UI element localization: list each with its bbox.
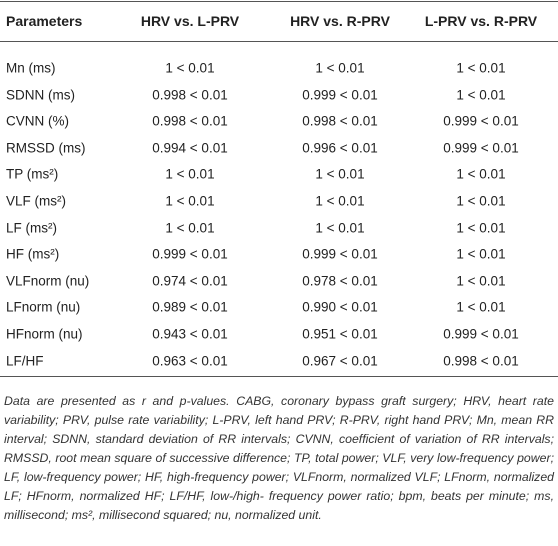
value-cell: 1 < 0.01 — [315, 220, 365, 236]
rule-top — [0, 1, 558, 2]
value-cell: 0.999 < 0.01 — [302, 87, 378, 103]
parameter-cell: TP (ms²) — [6, 166, 59, 182]
value-cell: 1 < 0.01 — [456, 87, 506, 103]
value-cell: 0.998 < 0.01 — [152, 87, 228, 103]
value-cell: 0.999 < 0.01 — [443, 140, 519, 156]
value-cell: 0.999 < 0.01 — [302, 246, 378, 262]
parameter-cell: LFnorm (nu) — [6, 299, 81, 315]
value-cell: 0.989 < 0.01 — [152, 299, 228, 315]
header-cell: L-PRV vs. R-PRV — [424, 13, 538, 29]
parameter-cell: VLF (ms²) — [6, 193, 66, 209]
value-cell: 1 < 0.01 — [456, 220, 506, 236]
value-cell: 1 < 0.01 — [456, 193, 506, 209]
parameter-cell: HFnorm (nu) — [6, 326, 83, 342]
rule-bottom — [0, 376, 558, 377]
value-cell: 0.990 < 0.01 — [302, 299, 378, 315]
value-cell: 1 < 0.01 — [456, 273, 506, 289]
value-cell: 0.978 < 0.01 — [302, 273, 378, 289]
value-cell: 1 < 0.01 — [456, 299, 506, 315]
value-cell: 1 < 0.01 — [315, 193, 365, 209]
value-cell: 0.994 < 0.01 — [152, 140, 228, 156]
value-cell: 0.998 < 0.01 — [152, 113, 228, 129]
value-cell: 1 < 0.01 — [315, 166, 365, 182]
parameter-cell: SDNN (ms) — [6, 87, 75, 103]
value-cell: 0.951 < 0.01 — [302, 326, 378, 342]
value-cell: 1 < 0.01 — [315, 60, 365, 76]
parameter-cell: RMSSD (ms) — [6, 140, 86, 156]
value-cell: 1 < 0.01 — [165, 166, 215, 182]
value-cell: 0.998 < 0.01 — [443, 353, 519, 369]
parameter-cell: LF/HF — [6, 353, 44, 369]
header-cell: Parameters — [6, 13, 83, 29]
value-cell: 1 < 0.01 — [456, 60, 506, 76]
value-cell: 0.999 < 0.01 — [443, 113, 519, 129]
value-cell: 1 < 0.01 — [165, 193, 215, 209]
parameter-cell: Mn (ms) — [6, 60, 56, 76]
parameter-cell: VLFnorm (nu) — [6, 273, 90, 289]
value-cell: 0.999 < 0.01 — [152, 246, 228, 262]
value-cell: 0.967 < 0.01 — [302, 353, 378, 369]
value-cell: 0.996 < 0.01 — [302, 140, 378, 156]
value-cell: 1 < 0.01 — [456, 246, 506, 262]
value-cell: 1 < 0.01 — [165, 60, 215, 76]
header-cell: HRV vs. R-PRV — [290, 13, 390, 29]
value-cell: 0.974 < 0.01 — [152, 273, 228, 289]
value-cell: 0.943 < 0.01 — [152, 326, 228, 342]
parameter-cell: HF (ms²) — [6, 246, 60, 262]
value-cell: 1 < 0.01 — [456, 166, 506, 182]
parameter-cell: CVNN (%) — [6, 113, 69, 129]
header-cell: HRV vs. L-PRV — [140, 13, 240, 29]
value-cell: 0.998 < 0.01 — [302, 113, 378, 129]
rule-header — [0, 41, 558, 42]
parameter-cell: LF (ms²) — [6, 220, 57, 236]
value-cell: 0.999 < 0.01 — [443, 326, 519, 342]
value-cell: 0.963 < 0.01 — [152, 353, 228, 369]
value-cell: 1 < 0.01 — [165, 220, 215, 236]
footnote: Data are presented as r and p-values. CA… — [4, 394, 554, 522]
